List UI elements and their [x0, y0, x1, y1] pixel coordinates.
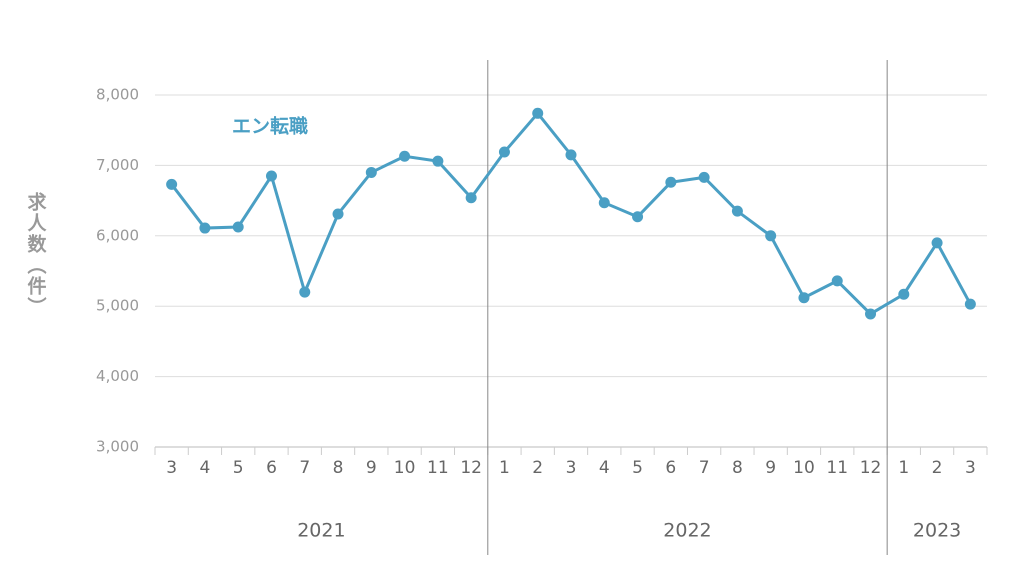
x-tick-label: 5 — [233, 458, 244, 478]
x-tick-label: 7 — [299, 458, 310, 478]
data-point — [731, 205, 743, 217]
y-tick-label: 6,000 — [96, 226, 139, 244]
data-point — [898, 288, 910, 300]
data-point — [798, 292, 810, 304]
y-tick-label: 4,000 — [96, 367, 139, 385]
y-tick-label: 3,000 — [96, 438, 139, 456]
x-tick-label: 8 — [333, 458, 344, 478]
legend-label: エン転職 — [232, 115, 308, 138]
x-tick-label: 3 — [965, 458, 976, 478]
x-tick-label: 11 — [427, 458, 449, 478]
x-tick-label: 12 — [460, 458, 482, 478]
data-point — [332, 208, 344, 220]
data-point — [299, 286, 311, 298]
x-tick-label: 3 — [566, 458, 577, 478]
data-point — [365, 166, 377, 178]
data-point — [964, 298, 976, 310]
x-tick-label: 10 — [394, 458, 416, 478]
data-point — [399, 150, 411, 162]
x-tick-label: 2 — [932, 458, 943, 478]
x-tick-label: 10 — [793, 458, 815, 478]
data-point — [432, 155, 444, 167]
data-point — [465, 192, 477, 204]
x-tick-label: 3 — [166, 458, 177, 478]
x-tick-label: 5 — [632, 458, 643, 478]
year-label: 2023 — [913, 520, 961, 542]
series-line — [170, 110, 972, 316]
data-point — [265, 170, 277, 182]
data-point — [232, 221, 244, 233]
data-point — [498, 146, 510, 158]
year-label: 2022 — [663, 520, 711, 542]
x-tick-label: 11 — [826, 458, 848, 478]
data-point — [765, 230, 777, 242]
x-tick-label: 12 — [860, 458, 882, 478]
data-point — [831, 275, 843, 287]
x-tick-label: 9 — [765, 458, 776, 478]
x-tick-label: 2 — [532, 458, 543, 478]
y-axis-label: 求人数（件） — [25, 191, 47, 318]
data-point — [532, 107, 544, 119]
x-tick-label: 4 — [599, 458, 610, 478]
y-tick-label: 7,000 — [96, 156, 139, 174]
x-tick-label: 1 — [499, 458, 510, 478]
y-tick-label: 8,000 — [96, 86, 139, 104]
data-point — [598, 197, 610, 209]
y-tick-label: 5,000 — [96, 297, 139, 315]
x-tick-label: 8 — [732, 458, 743, 478]
x-tick-label: 7 — [699, 458, 710, 478]
x-tick-label: 6 — [266, 458, 277, 478]
x-tick-label: 1 — [898, 458, 909, 478]
data-point — [698, 171, 710, 183]
x-tick-label: 9 — [366, 458, 377, 478]
data-point — [565, 149, 577, 161]
year-label: 2021 — [297, 520, 345, 542]
x-tick-label: 4 — [200, 458, 211, 478]
data-point — [865, 308, 877, 320]
data-point — [665, 176, 677, 188]
data-point — [199, 222, 211, 234]
x-tick-label: 6 — [665, 458, 676, 478]
data-point — [632, 211, 644, 223]
data-point — [166, 178, 178, 190]
data-point — [931, 237, 943, 249]
